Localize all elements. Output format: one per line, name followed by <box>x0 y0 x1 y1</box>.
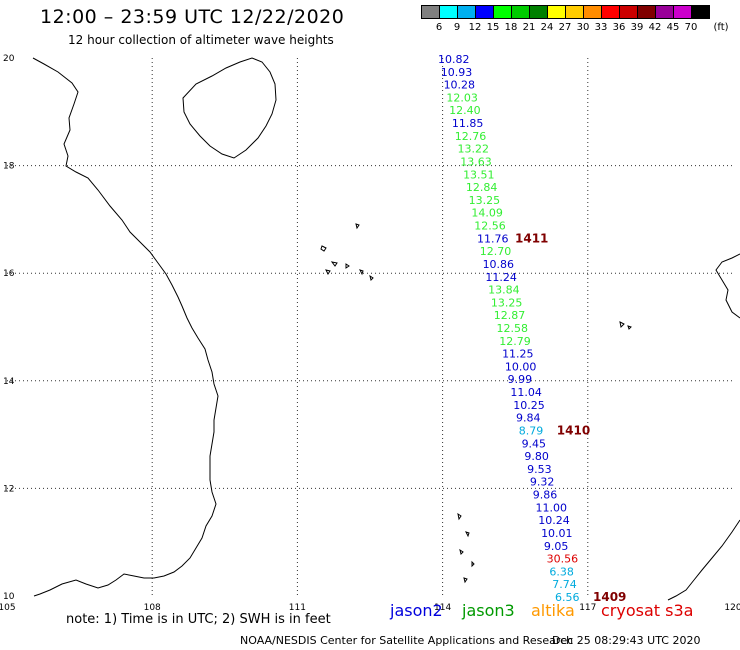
lon-tick-label: 105 <box>0 603 16 613</box>
map-title: 12:00 – 23:59 UTC 12/22/2020 <box>40 6 345 28</box>
lon-tick-label: 120 <box>724 603 740 613</box>
wave-height-value: 12.03 <box>446 91 478 104</box>
footer-note: note: 1) Time is in UTC; 2) SWH is in fe… <box>66 612 331 627</box>
wave-height-value: 13.51 <box>463 168 495 181</box>
lat-tick-label: 16 <box>3 269 15 279</box>
mission-label: jason2 <box>390 601 443 620</box>
wave-height-value: 10.00 <box>505 360 537 373</box>
wave-height-value: 11.00 <box>536 501 568 514</box>
legend-swatch-label: 27 <box>558 22 572 33</box>
wave-height-value: 6.38 <box>549 565 574 578</box>
mission-label: cryosat s3a <box>601 601 694 620</box>
wave-height-value: 13.25 <box>491 296 523 309</box>
lon-tick-label: 117 <box>579 603 596 613</box>
coastline <box>32 57 740 601</box>
legend-swatch-label: 15 <box>486 22 500 33</box>
wave-height-value: 6.56 <box>555 591 580 604</box>
lon-tick-label: 108 <box>144 603 161 613</box>
lon-tick-label: 111 <box>289 603 306 613</box>
legend-unit: (ft) <box>713 22 729 33</box>
pass-time-label: 1409 <box>593 590 626 604</box>
wave-height-track: 10.8210.9310.2812.0312.4011.8512.7613.22… <box>438 53 626 604</box>
wave-height-value: 10.25 <box>513 399 545 412</box>
lat-tick-label: 10 <box>3 592 15 602</box>
wave-height-value: 10.93 <box>441 66 473 79</box>
pass-time-label: 1411 <box>515 231 548 245</box>
wave-height-value: 9.99 <box>508 373 532 386</box>
mission-label: altika <box>531 601 575 620</box>
axis-tick-labels: 105 108 111 114 117 120 20 18 16 14 12 10 <box>0 54 740 613</box>
wave-height-value: 12.87 <box>494 309 526 322</box>
map-subtitle: 12 hour collection of altimeter wave hei… <box>68 33 334 47</box>
wave-height-value: 11.76 <box>477 232 509 245</box>
wave-height-value: 9.32 <box>530 476 555 489</box>
wave-height-value: 13.84 <box>488 284 519 297</box>
coastline-mainland <box>32 57 219 597</box>
pass-time-label: 1410 <box>557 423 590 437</box>
wave-height-value: 10.24 <box>538 514 570 527</box>
legend-swatch-label: 36 <box>612 22 626 33</box>
wave-height-value: 13.25 <box>469 194 501 207</box>
wave-height-value: 9.05 <box>544 540 569 553</box>
legend-swatch-label: 45 <box>666 22 680 33</box>
legend-swatch-label: 30 <box>576 22 590 33</box>
wave-height-value: 12.79 <box>499 335 531 348</box>
wave-height-value: 9.80 <box>524 450 549 463</box>
wave-height-value: 11.25 <box>502 348 533 361</box>
wave-height-value: 9.53 <box>527 463 552 476</box>
wave-height-value: 10.82 <box>438 53 470 66</box>
wave-height-value: 12.76 <box>455 130 487 143</box>
wave-height-value: 9.86 <box>533 489 558 502</box>
legend-swatch-label: 18 <box>504 22 518 33</box>
coastline-palawan <box>667 519 740 601</box>
wave-height-value: 11.85 <box>452 117 484 130</box>
wave-height-value: 9.45 <box>522 437 547 450</box>
wave-height-value: 13.22 <box>458 143 490 156</box>
wave-height-value: 14.09 <box>471 207 503 220</box>
legend-swatch-label: 6 <box>435 22 443 33</box>
legend-swatch-label: 24 <box>540 22 554 33</box>
legend-swatch-label: 42 <box>648 22 662 33</box>
wave-height-value: 9.84 <box>516 412 541 425</box>
legend-swatch-label: 39 <box>630 22 644 33</box>
wave-height-value: 12.58 <box>497 322 529 335</box>
coastline-paracel-islands <box>320 223 374 281</box>
wave-height-value: 12.40 <box>449 104 481 117</box>
wave-height-value: 11.04 <box>510 386 542 399</box>
wave-height-value: 10.86 <box>483 258 514 271</box>
lat-tick-label: 18 <box>3 162 15 172</box>
lat-tick-label: 12 <box>3 484 14 494</box>
legend-swatch-label: 33 <box>594 22 608 33</box>
coastline-spratly-reefs <box>457 321 632 584</box>
wave-height-value: 30.56 <box>547 553 579 566</box>
lat-lon-grid <box>7 58 733 596</box>
coastline-luzon <box>715 253 740 319</box>
legend-swatch-label: 21 <box>522 22 536 33</box>
wave-height-value: 7.74 <box>552 578 577 591</box>
coastline-hainan <box>182 57 277 159</box>
lat-tick-label: 14 <box>3 377 15 387</box>
wave-height-value: 10.28 <box>444 79 476 92</box>
lon-tick-label: 114 <box>434 603 451 613</box>
legend-swatch-label: 12 <box>468 22 482 33</box>
mission-label: jason3 <box>462 601 515 620</box>
lat-tick-label: 20 <box>3 54 15 64</box>
wave-height-value: 8.79 <box>519 424 544 437</box>
footer-timestamp: Dec 25 08:29:43 UTC 2020 <box>552 634 701 647</box>
wave-height-value: 10.01 <box>541 527 573 540</box>
wave-height-legend: (ft) 6 9 12 15 18 21 24 27 30 33 36 39 42 45 70 <box>421 5 729 37</box>
wave-height-value: 11.24 <box>485 271 517 284</box>
wave-height-value: 12.84 <box>466 181 498 194</box>
legend-swatch <box>691 5 710 19</box>
wave-height-value: 12.70 <box>480 245 512 258</box>
wave-height-value: 12.56 <box>474 220 506 233</box>
legend-swatch-label: 9 <box>453 22 461 33</box>
wave-height-value: 13.63 <box>460 155 492 168</box>
footer-credit: NOAA/NESDIS Center for Satellite Applica… <box>240 634 574 647</box>
legend-swatch-label: 70 <box>684 22 698 33</box>
